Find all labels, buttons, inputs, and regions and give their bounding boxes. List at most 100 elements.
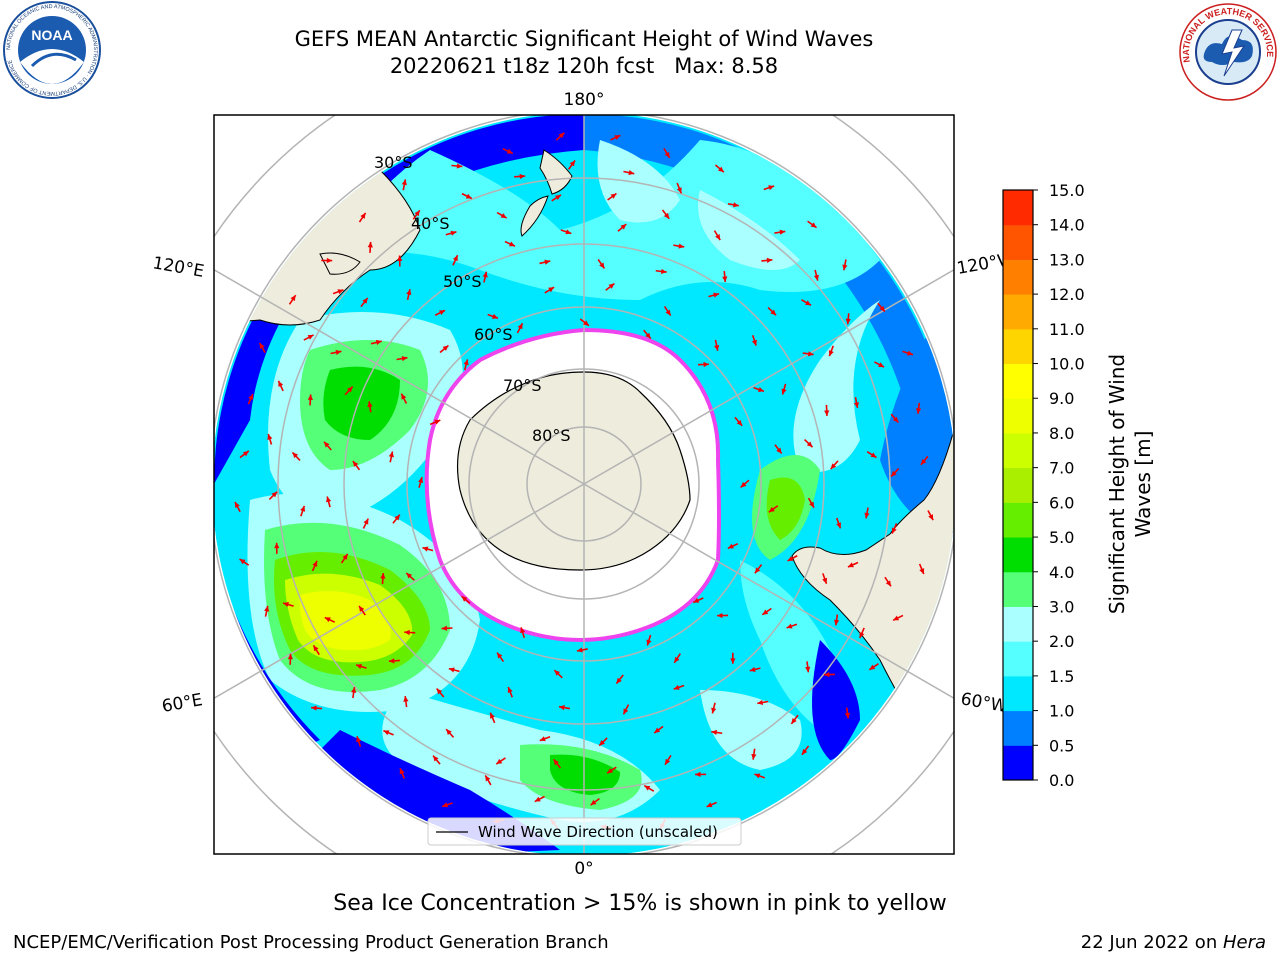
wave-arrow (239, 450, 250, 459)
wave-arrow (754, 564, 763, 574)
wave-arrow (708, 292, 720, 298)
wave-arrow (730, 652, 736, 664)
wave-arrow (332, 289, 344, 295)
wave-arrow (311, 560, 318, 572)
map-title: GEFS MEAN Antarctic Significant Height o… (294, 27, 874, 51)
colorbar-swatch (1003, 537, 1033, 573)
colorbar-swatch (1003, 328, 1033, 365)
wave-arrow (722, 270, 728, 283)
wave-arrow (324, 616, 336, 623)
colorbar-tick-label: 12.0 (1049, 285, 1085, 304)
wave-arrow (664, 755, 672, 766)
wave-arrow (673, 243, 685, 249)
colorbar-swatch (1003, 259, 1033, 295)
stamp-host: Hera (1222, 932, 1266, 953)
wave-arrow (576, 647, 588, 653)
wave-arrow (711, 702, 717, 714)
wave-arrow (790, 714, 799, 725)
wave-arrow (412, 209, 421, 220)
wave-arrow (853, 396, 860, 409)
wave-arrow (344, 386, 354, 396)
colorbar-swatch (1003, 432, 1033, 469)
wave-arrow (370, 339, 382, 345)
wave-arrow (767, 307, 777, 316)
wave-arrow (807, 220, 818, 229)
wave-arrow (403, 696, 409, 708)
wave-arrow (706, 801, 717, 808)
wave-arrow (655, 268, 667, 275)
wave-arrow (623, 170, 635, 176)
colorbar-swatch (1003, 710, 1033, 746)
colorbar-tick-label: 2.0 (1049, 632, 1074, 651)
wave-arrow (695, 771, 707, 778)
wave-arrow (643, 329, 652, 340)
wave-arrow (558, 705, 571, 711)
wave-arrow (291, 451, 301, 461)
colorbar-swatch (1003, 190, 1033, 226)
wave-arrow (399, 767, 406, 779)
wave-arrow (835, 517, 842, 529)
wave-arrow (813, 269, 819, 281)
wave-arrow (749, 666, 761, 672)
wave-arrow (267, 433, 273, 445)
wave-arrow (868, 663, 879, 671)
wave-arrow (824, 404, 830, 416)
wave-arrow (916, 402, 922, 414)
wave-arrow (405, 572, 415, 581)
wave-arrow (891, 523, 898, 534)
wave-arrow (927, 510, 934, 521)
wave-arrow (434, 309, 446, 316)
wave-arrow (268, 491, 278, 500)
colorbar-tick-label: 13.0 (1049, 250, 1085, 269)
wave-arrow (418, 476, 424, 488)
wave-arrow (761, 607, 772, 616)
wave-arrow (326, 496, 332, 508)
wave-arrow (323, 441, 332, 451)
wave-arrow (847, 561, 859, 568)
wave-arrow (551, 194, 562, 202)
wave-arrow (436, 688, 445, 698)
wave-arrow (504, 240, 516, 247)
colorbar-tick-label: 7.0 (1049, 459, 1074, 478)
colorbar-tick-label: 6.0 (1049, 493, 1074, 512)
map-frame (213, 114, 955, 855)
wave-arrow (692, 597, 704, 604)
wave-arrow (801, 299, 812, 306)
colorbar-swatch (1003, 294, 1033, 330)
legend-label: Wind Wave Direction (unscaled) (478, 823, 718, 841)
wave-arrow (890, 468, 900, 478)
wave-arrow (823, 671, 835, 678)
wave-arrow (487, 313, 499, 319)
wave-arrow (429, 419, 441, 426)
wave-arrow (774, 444, 783, 455)
wave-arrow (714, 339, 720, 351)
wave-arrow (239, 558, 250, 566)
colorbar-label-line1: Significant Height of Wind (1105, 354, 1129, 614)
wave-arrow (367, 241, 373, 253)
wave-arrow (781, 383, 787, 395)
wave-arrow (452, 254, 459, 266)
nws-logo: NATIONAL WEATHER SERVICE (1179, 3, 1277, 101)
wave-arrow (622, 704, 630, 715)
wave-arrow (801, 745, 810, 756)
wave-arrow (380, 573, 386, 585)
wave-arrow (400, 393, 408, 404)
colorbar-tick-label: 15.0 (1049, 181, 1085, 200)
wave-arrow (727, 202, 739, 208)
wave-arrow (555, 132, 565, 141)
wave-arrow (463, 359, 469, 371)
wave-arrow (598, 737, 608, 747)
colorbar-swatch (1003, 363, 1033, 399)
wave-arrow (312, 644, 320, 656)
wave-arrow (461, 192, 473, 200)
wave-arrow (507, 686, 513, 698)
colorbar (1002, 189, 1034, 781)
wave-arrow (607, 192, 617, 201)
wave-arrow (560, 229, 572, 235)
wave-arrow (277, 380, 284, 392)
wave-arrow (367, 401, 373, 413)
wave-arrow (553, 669, 563, 679)
wave-arrow (514, 173, 526, 180)
meridian-lines (214, 115, 954, 854)
colorbar-swatch (1003, 641, 1033, 677)
